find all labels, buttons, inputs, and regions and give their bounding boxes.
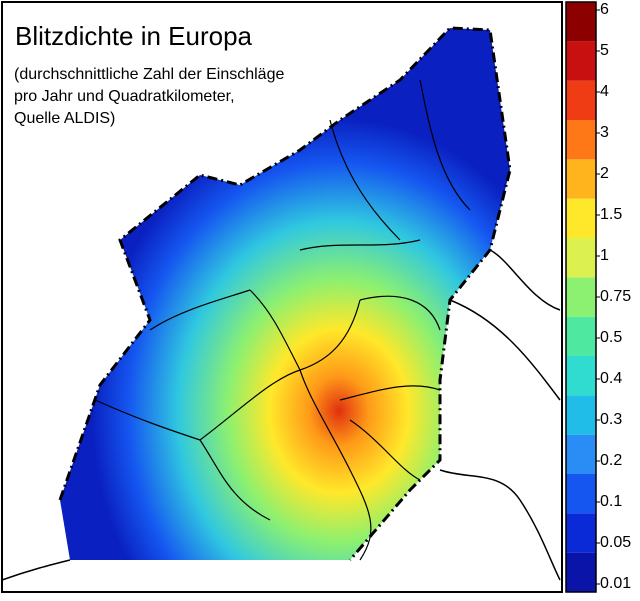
colorbar-tick-label: 1.5 bbox=[600, 206, 622, 223]
colorbar-tick-label: 3 bbox=[600, 124, 609, 141]
map bbox=[1, 1, 563, 593]
country-borders bbox=[94, 79, 471, 561]
colorbar-tick-label: 0.1 bbox=[600, 493, 622, 510]
colorbar-tick-label: 6 bbox=[600, 1, 609, 18]
colorbar-band bbox=[566, 277, 596, 317]
region-boundary bbox=[58, 26, 512, 561]
subtitle-line: Quelle ALDIS) bbox=[14, 110, 115, 127]
subtitle-line: pro Jahr und Quadratkilometer, bbox=[14, 88, 235, 105]
colorbar-tick-label: 5 bbox=[600, 42, 609, 59]
colorbar-tick-label: 1 bbox=[600, 247, 609, 264]
colorbar-band bbox=[566, 120, 596, 160]
colorbar: 0.01 0.05 0.1 0.2 0.3 0.4 0.5 0.75 1 1.5 2 3 4 5 6 bbox=[565, 1, 631, 593]
colorbar-band bbox=[566, 198, 596, 238]
colorbar-tick-label: 0.2 bbox=[600, 452, 622, 469]
colorbar-band bbox=[566, 356, 596, 396]
colorbar-band bbox=[566, 395, 596, 435]
colorbar-band bbox=[566, 238, 596, 278]
colorbar-tick-label: 0.75 bbox=[600, 288, 631, 305]
colorbar-band bbox=[566, 80, 596, 120]
colorbar-band bbox=[566, 552, 596, 592]
subtitle: (durchschnittliche Zahl der Einschläge pr… bbox=[14, 66, 284, 127]
colorbar-tick-label: 0.5 bbox=[600, 329, 622, 346]
colorbar-band bbox=[566, 41, 596, 81]
colorbar-band bbox=[566, 513, 596, 553]
colorbar-tick-label: 0.01 bbox=[600, 575, 631, 592]
subtitle-line: (durchschnittliche Zahl der Einschläge bbox=[14, 66, 284, 83]
colorbar-band bbox=[566, 159, 596, 199]
lightning-density-field bbox=[60, 28, 510, 560]
colorbar-band bbox=[566, 316, 596, 356]
colorbar-tick-label: 2 bbox=[600, 165, 609, 182]
colorbar-tick-label: 0.4 bbox=[600, 370, 622, 387]
colorbar-band bbox=[566, 474, 596, 514]
map-title: Blitzdichte in Europa bbox=[15, 21, 253, 51]
colorbar-band bbox=[566, 434, 596, 474]
colorbar-band bbox=[566, 2, 596, 42]
colorbar-tick-label: 0.05 bbox=[600, 534, 631, 551]
colorbar-tick-label: 0.3 bbox=[600, 411, 622, 428]
colorbar-tick-label: 4 bbox=[600, 83, 609, 100]
outside-coastline bbox=[1, 249, 561, 581]
